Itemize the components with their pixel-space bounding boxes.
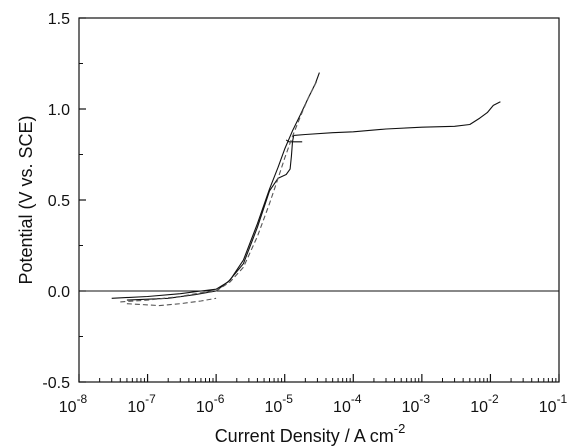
x-axis-title-superscript: -2 bbox=[394, 421, 406, 436]
x-tick-label: 10-2 bbox=[470, 392, 499, 416]
x-axis-title-text: Current Density / A cm bbox=[215, 426, 394, 446]
y-axis-title: Potential (V vs. SCE) bbox=[16, 115, 36, 284]
series-line-3 bbox=[285, 139, 303, 143]
x-tick-label: 10-3 bbox=[402, 392, 431, 416]
x-axis-title: Current Density / A cm-2 bbox=[215, 421, 406, 446]
y-tick-label: 0.0 bbox=[48, 284, 70, 301]
x-tick-label: 10-5 bbox=[264, 392, 293, 416]
x-tick-label: 10-6 bbox=[196, 392, 225, 416]
x-tick-label: 10-1 bbox=[539, 392, 568, 416]
series-line-4 bbox=[120, 79, 318, 303]
data-series bbox=[111, 72, 501, 307]
x-tick-label: 10-8 bbox=[59, 392, 88, 416]
y-tick-label: 0.5 bbox=[48, 193, 70, 210]
x-major-ticks bbox=[78, 374, 560, 382]
series-line-1 bbox=[111, 101, 501, 299]
x-minor-ticks bbox=[99, 378, 557, 382]
y-tick-label: 1.5 bbox=[48, 11, 70, 28]
x-tick-label: 10-7 bbox=[127, 392, 156, 416]
series-line-2 bbox=[126, 72, 320, 301]
x-tick-labels: 10-8 10-7 10-6 10-5 10-4 10-3 10-2 10-1 bbox=[59, 392, 568, 416]
y-ticks bbox=[79, 17, 86, 383]
x-tick-label: 10-4 bbox=[333, 392, 362, 416]
y-tick-label: -0.5 bbox=[42, 375, 70, 392]
y-tick-labels: -0.5 0.0 0.5 1.0 1.5 bbox=[42, 11, 70, 392]
y-tick-label: 1.0 bbox=[48, 102, 70, 119]
